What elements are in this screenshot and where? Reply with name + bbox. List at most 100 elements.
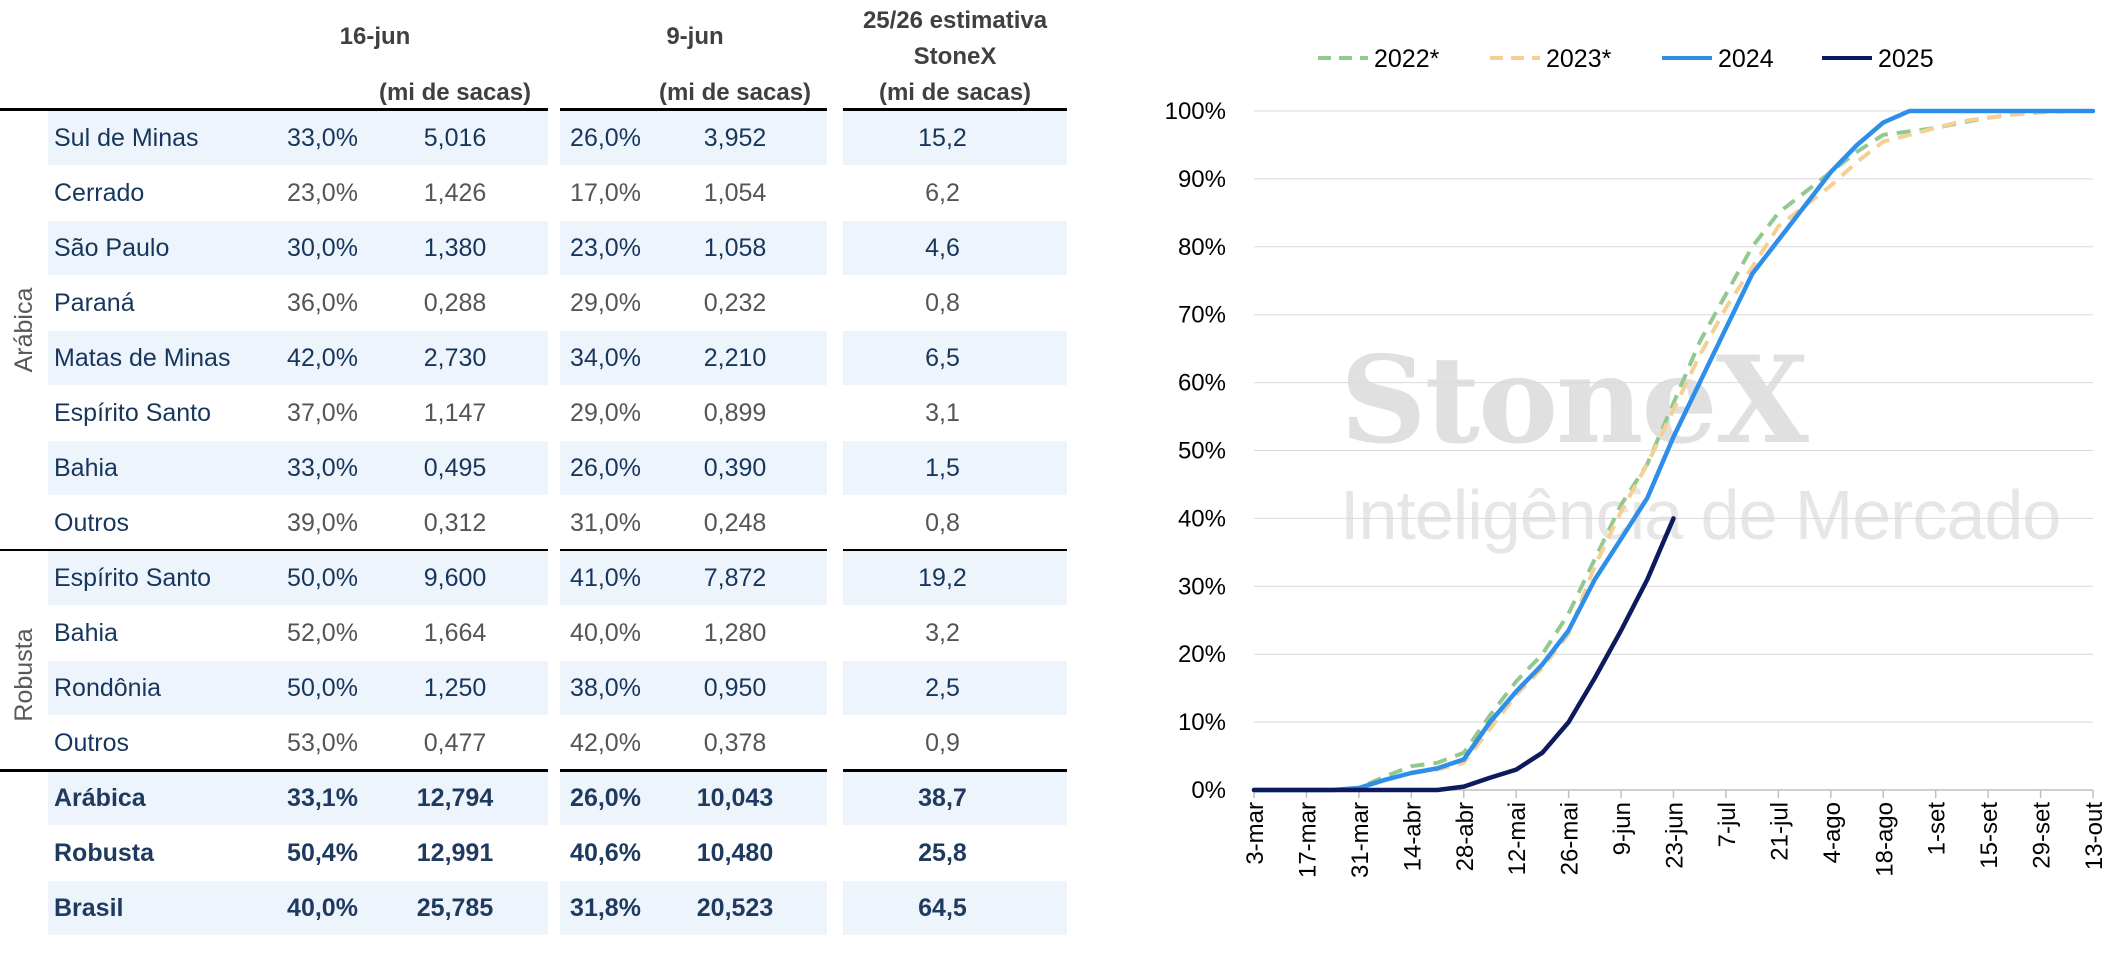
table-cell-estimate: 0,8 <box>925 509 960 537</box>
table-cell-pct-jun16: 40,0% <box>287 894 358 922</box>
x-tick-label: 3-mar <box>1242 802 1269 865</box>
row-label: Arábica <box>54 784 146 812</box>
table-cell-pct-jun16: 53,0% <box>287 729 358 757</box>
row-band <box>560 221 827 275</box>
x-tick-label: 17-mar <box>1294 802 1321 878</box>
col1-title: 16-jun <box>339 23 411 50</box>
row-band <box>843 221 1067 275</box>
row-band <box>843 111 1067 165</box>
table-cell-pct-jun9: 29,0% <box>570 399 641 427</box>
legend-label: 2024 <box>1718 45 1774 73</box>
table-cell-val-jun9: 0,950 <box>703 674 767 702</box>
table-cell-val-jun16: 1,250 <box>423 674 487 702</box>
x-tick-label: 1-set <box>1924 802 1951 856</box>
chart-canvas: 0% 10% 20% 30% 40% 50% 60% 70% 80% 90% 100% 3-mar 17… <box>1165 45 2108 878</box>
x-tick-label: 31-mar <box>1347 802 1374 878</box>
table-cell-val-jun16: 0,477 <box>423 729 487 757</box>
table-cell-pct-jun16: 39,0% <box>287 509 358 537</box>
table-cell-val-jun9: 1,058 <box>703 234 767 262</box>
harvest-progress-chart: 0% 10% 20% 30% 40% 50% 60% 70% 80% 90% 100% 3-mar 17… <box>1100 0 2128 967</box>
x-tick-label: 18-ago <box>1871 802 1898 877</box>
x-tick-label: 26-mai <box>1557 802 1584 875</box>
table-cell-pct-jun9: 17,0% <box>570 179 641 207</box>
table-cell-estimate: 15,2 <box>918 124 967 152</box>
table-cell-estimate: 64,5 <box>918 894 967 922</box>
table-cell-pct-jun9: 34,0% <box>570 344 641 372</box>
x-tick-label: 4-ago <box>1819 802 1846 863</box>
table-cell-val-jun16: 1,147 <box>423 399 487 427</box>
table-cell-pct-jun9: 38,0% <box>570 674 641 702</box>
legend-label: 2023* <box>1546 45 1612 73</box>
y-tick-label: 70% <box>1178 302 1226 329</box>
table-cell-val-jun9: 1,054 <box>703 179 767 207</box>
x-tick-label: 13-out <box>2081 802 2108 870</box>
table-cell-val-jun16: 25,785 <box>416 894 494 922</box>
row-label: Outros <box>54 509 130 537</box>
x-tick-label: 28-abr <box>1452 802 1479 871</box>
y-tick-label: 90% <box>1178 166 1226 193</box>
x-tick-label: 29-set <box>2029 802 2056 869</box>
y-tick-label: 100% <box>1165 98 1226 125</box>
header-rule <box>843 108 1067 111</box>
table-cell-val-jun9: 10,043 <box>696 784 774 812</box>
table-cell-val-jun16: 12,991 <box>416 839 494 867</box>
x-tick-label: 15-set <box>1976 802 2003 869</box>
table-cell-pct-jun16: 30,0% <box>287 234 358 262</box>
group-label-robusta: Robusta <box>10 628 38 722</box>
table-cell-pct-jun16: 33,1% <box>287 784 358 812</box>
row-band <box>48 881 548 935</box>
col3-title-line2: StoneX <box>913 43 997 70</box>
row-label: Robusta <box>54 839 154 867</box>
table-cell-estimate: 3,2 <box>925 619 960 647</box>
table-cell-pct-jun16: 42,0% <box>287 344 358 372</box>
row-label: Brasil <box>54 894 124 922</box>
row-band <box>560 551 827 605</box>
table-cell-estimate: 0,8 <box>925 289 960 317</box>
group-divider <box>843 549 1067 551</box>
row-label: São Paulo <box>54 234 170 262</box>
table-cell-val-jun9: 0,232 <box>703 289 767 317</box>
row-band <box>843 881 1067 935</box>
table-cell-pct-jun9: 23,0% <box>570 234 641 262</box>
row-band <box>843 551 1067 605</box>
x-tick-label: 7-jul <box>1714 802 1741 847</box>
table-cell-pct-jun16: 33,0% <box>287 124 358 152</box>
table-cell-pct-jun9: 40,6% <box>570 839 641 867</box>
x-tick-label: 21-jul <box>1766 802 1793 861</box>
table-cell-val-jun9: 0,390 <box>703 454 767 482</box>
table-cell-val-jun16: 5,016 <box>423 124 487 152</box>
table-cell-pct-jun9: 41,0% <box>570 564 641 592</box>
table-cell-val-jun16: 1,380 <box>423 234 487 262</box>
table-cell-val-jun9: 0,248 <box>703 509 767 537</box>
row-label: Espírito Santo <box>54 399 212 427</box>
table-cell-pct-jun16: 37,0% <box>287 399 358 427</box>
row-band <box>560 441 827 495</box>
table-cell-pct-jun9: 40,0% <box>570 619 641 647</box>
table-cell-estimate: 4,6 <box>925 234 960 262</box>
row-label: Bahia <box>54 454 118 482</box>
table-cell-pct-jun16: 33,0% <box>287 454 358 482</box>
table-cell-pct-jun9: 26,0% <box>570 784 641 812</box>
legend-label: 2022* <box>1374 45 1440 73</box>
table-cell-pct-jun9: 26,0% <box>570 454 641 482</box>
table-cell-estimate: 6,2 <box>925 179 960 207</box>
table-cell-estimate: 1,5 <box>925 454 960 482</box>
row-label: Espírito Santo <box>54 564 212 592</box>
table-cell-val-jun9: 7,872 <box>703 564 767 592</box>
totals-divider <box>560 769 827 772</box>
y-tick-label: 0% <box>1191 777 1226 804</box>
table-cell-val-jun16: 9,600 <box>423 564 487 592</box>
totals-divider <box>0 769 548 772</box>
table-cell-val-jun16: 1,426 <box>423 179 487 207</box>
table-cell-val-jun16: 0,495 <box>423 454 487 482</box>
table-cell-pct-jun16: 50,0% <box>287 564 358 592</box>
table-cell-estimate: 38,7 <box>918 784 967 812</box>
table-cell-estimate: 25,8 <box>918 839 967 867</box>
row-band <box>560 771 827 825</box>
header-rule <box>0 108 548 111</box>
table-cell-pct-jun9: 29,0% <box>570 289 641 317</box>
row-band <box>560 111 827 165</box>
group-label-arabica: Arábica <box>10 287 38 373</box>
table-cell-val-jun16: 2,730 <box>423 344 487 372</box>
row-band <box>48 441 548 495</box>
